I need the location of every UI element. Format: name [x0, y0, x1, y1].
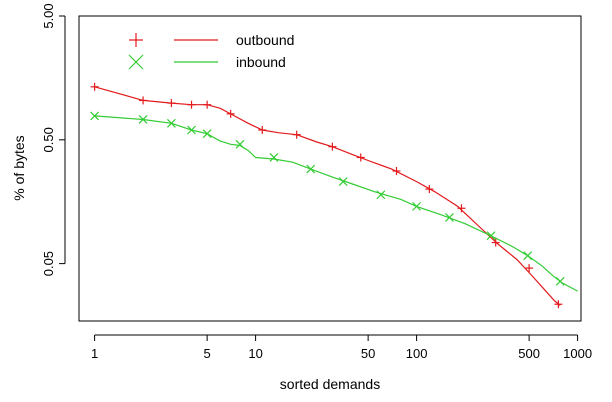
- series-outbound: [90, 82, 563, 309]
- legend: outbound inbound: [128, 32, 294, 70]
- series-layer: [90, 82, 578, 309]
- series-line-outbound: [94, 86, 561, 306]
- x-tick-label: 100: [406, 346, 428, 361]
- data-point-outbound: [187, 100, 196, 109]
- data-point-inbound: [166, 118, 176, 128]
- series-inbound: [90, 111, 578, 292]
- data-point-outbound: [525, 264, 534, 273]
- data-point-inbound: [486, 231, 496, 241]
- data-point-inbound: [555, 276, 565, 286]
- data-point-inbound: [306, 164, 316, 174]
- data-point-inbound: [523, 251, 533, 261]
- data-point-outbound: [90, 82, 99, 91]
- data-point-outbound: [425, 185, 434, 194]
- y-axis: 0.05 0.50 5.00: [41, 3, 66, 276]
- x-tick-label: 500: [518, 346, 540, 361]
- plot-frame: [78, 15, 582, 322]
- data-point-outbound: [392, 166, 401, 175]
- legend-label-outbound: outbound: [236, 32, 294, 48]
- data-point-inbound: [445, 213, 454, 222]
- data-point-inbound: [202, 129, 212, 139]
- legend-marker-outbound: [129, 33, 143, 47]
- y-axis-label: % of bytes: [11, 135, 27, 200]
- data-point-inbound: [235, 139, 245, 149]
- y-tick-label: 0.05: [41, 251, 56, 276]
- x-tick-label: 5: [204, 346, 211, 361]
- x-tick-label: 1: [91, 346, 98, 361]
- x-tick-label: 1000: [563, 346, 592, 361]
- x-tick-label: 10: [248, 346, 262, 361]
- data-point-outbound: [203, 100, 212, 109]
- data-point-inbound: [376, 190, 386, 200]
- data-point-outbound: [292, 130, 301, 139]
- data-point-outbound: [328, 142, 337, 151]
- legend-marker-inbound: [128, 54, 144, 70]
- data-point-outbound: [356, 153, 365, 162]
- data-point-inbound: [269, 153, 279, 162]
- data-point-outbound: [226, 109, 235, 118]
- data-point-inbound: [187, 125, 196, 135]
- data-point-outbound: [554, 300, 563, 309]
- data-point-outbound: [167, 99, 176, 108]
- x-axis: 1 5 10 50 100 500 1000: [91, 334, 592, 361]
- series-line-inbound: [94, 115, 578, 292]
- legend-item-inbound: inbound: [128, 54, 286, 70]
- data-point-inbound: [412, 201, 422, 211]
- data-point-inbound: [90, 111, 100, 121]
- legend-label-inbound: inbound: [236, 54, 286, 70]
- x-axis-label: sorted demands: [280, 376, 380, 392]
- data-point-inbound: [138, 115, 148, 124]
- data-point-outbound: [139, 96, 148, 105]
- legend-item-outbound: outbound: [129, 32, 294, 48]
- y-tick-label: 0.50: [41, 127, 56, 152]
- y-tick-label: 5.00: [41, 3, 56, 28]
- data-point-inbound: [338, 177, 348, 186]
- data-point-outbound: [491, 238, 500, 247]
- data-point-outbound: [457, 204, 466, 213]
- x-tick-label: 50: [361, 346, 375, 361]
- data-point-outbound: [258, 126, 267, 135]
